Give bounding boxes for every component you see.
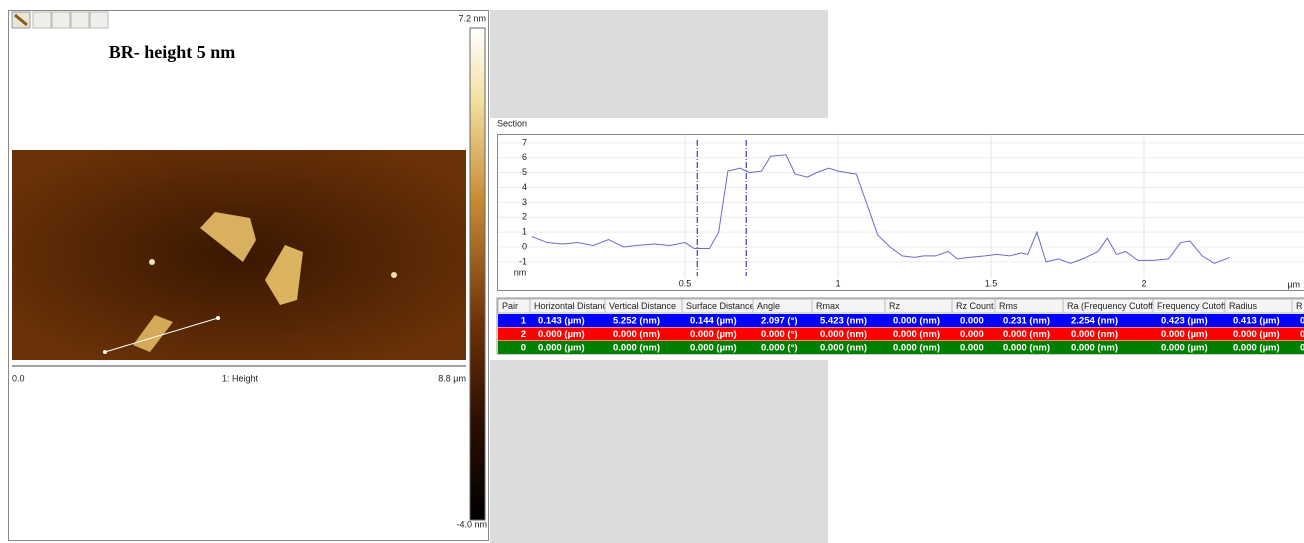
cell: 2.097 (°) — [761, 316, 798, 327]
cell: 0.000 (µm) — [1233, 329, 1280, 340]
cell: 0 — [1300, 316, 1304, 327]
colorbar-max: 7.2 nm — [458, 13, 486, 23]
cell: 0.000 — [960, 343, 984, 354]
channel-label: 1: Height — [222, 373, 259, 383]
y-tick-label: 2 — [522, 212, 527, 222]
cell: 0.000 (nm) — [893, 343, 940, 354]
cell: 0.000 (µm) — [690, 343, 737, 354]
header-label: Surface Distance — [686, 301, 755, 311]
x-start-label: 0.0 — [12, 373, 25, 383]
x-tick-label: 1.5 — [985, 278, 998, 288]
y-tick-label: -1 — [519, 256, 527, 266]
y-tick-label: 3 — [522, 197, 527, 207]
cell: 1 — [521, 316, 527, 327]
y-tick-label: 0 — [522, 241, 527, 251]
cell: 0.000 (nm) — [613, 329, 660, 340]
y-axis-label: nm — [514, 267, 527, 277]
colorbar — [470, 28, 485, 520]
colorbar-min: -4.0 nm — [456, 519, 487, 529]
cell: 0.000 (nm) — [820, 343, 867, 354]
cell: 0 — [521, 343, 526, 354]
afm-image — [12, 150, 466, 360]
cell: 0.144 (µm) — [690, 316, 737, 327]
tool-button[interactable] — [90, 12, 108, 28]
cell: 0.000 (µm) — [538, 329, 585, 340]
y-tick-label: 4 — [522, 182, 527, 192]
tool-button[interactable] — [71, 12, 89, 28]
header-label: R — [1296, 301, 1303, 311]
header-label: Pair — [502, 301, 518, 311]
cell: 2 — [521, 329, 526, 340]
header-label: Rmax — [816, 301, 840, 311]
header-label: Radius — [1229, 301, 1258, 311]
tool-button[interactable] — [52, 12, 70, 28]
cell: 0.000 — [960, 329, 984, 340]
header-label: Ra (Frequency Cutoff) — [1067, 301, 1156, 311]
y-tick-label: 7 — [522, 137, 527, 147]
header-label: Angle — [757, 301, 780, 311]
header-label: Rz Count — [956, 301, 994, 311]
header-label: Vertical Distance — [609, 301, 676, 311]
tool-button[interactable] — [33, 12, 51, 28]
x-end-label: 8.8 µm — [438, 373, 466, 383]
cell: 0.000 (µm) — [1161, 329, 1208, 340]
cell: 0.413 (µm) — [1233, 316, 1280, 327]
cell: 0.000 (nm) — [893, 329, 940, 340]
cell: 0.000 (nm) — [820, 329, 867, 340]
y-tick-label: 1 — [522, 227, 527, 237]
cell: 5.252 (nm) — [613, 316, 660, 327]
cell: 0.000 (nm) — [613, 343, 660, 354]
cell: 0.000 (nm) — [1071, 343, 1118, 354]
toolbar — [12, 12, 108, 28]
cell: 0 — [1300, 329, 1304, 340]
cell: 0.231 (nm) — [1003, 316, 1050, 327]
cell: 0.000 (nm) — [1003, 329, 1050, 340]
x-tick-label: 1 — [835, 278, 840, 288]
cell: 0.000 (nm) — [1071, 329, 1118, 340]
cell: 0.000 — [960, 316, 984, 327]
cell: 0.000 (µm) — [1233, 343, 1280, 354]
cell: 5.423 (nm) — [820, 316, 867, 327]
cell: 0.000 (nm) — [893, 316, 940, 327]
x-tick-label: 0.5 — [679, 278, 692, 288]
cell: 0.000 (µm) — [690, 329, 737, 340]
header-label: Rms — [999, 301, 1018, 311]
x-tick-label: 2 — [1141, 278, 1146, 288]
cell: 0.000 (µm) — [538, 343, 585, 354]
screen: BR- height 5 nm 7.2 nm -4.0 nm 0.0 1: He… — [0, 0, 1304, 543]
image-title: BR- height 5 nm — [109, 42, 236, 62]
y-tick-label: 5 — [522, 167, 527, 177]
cell: 0.423 (µm) — [1161, 316, 1208, 327]
cell: 0.000 (°) — [761, 343, 798, 354]
header-label: Horizontal Distance — [534, 301, 612, 311]
y-tick-label: 6 — [522, 152, 527, 162]
cell: 0 — [1300, 343, 1304, 354]
cell: 0.000 (nm) — [1003, 343, 1050, 354]
cell: 0.143 (µm) — [538, 316, 585, 327]
cell: 0.000 (µm) — [1161, 343, 1208, 354]
cell: 2.254 (nm) — [1071, 316, 1118, 327]
cell: 0.000 (°) — [761, 329, 798, 340]
section-title: Section — [497, 118, 527, 128]
x-axis-label: µm — [1287, 279, 1300, 289]
header-label: Frequency Cutoff — [1157, 301, 1226, 311]
header-label: Rz — [889, 301, 900, 311]
